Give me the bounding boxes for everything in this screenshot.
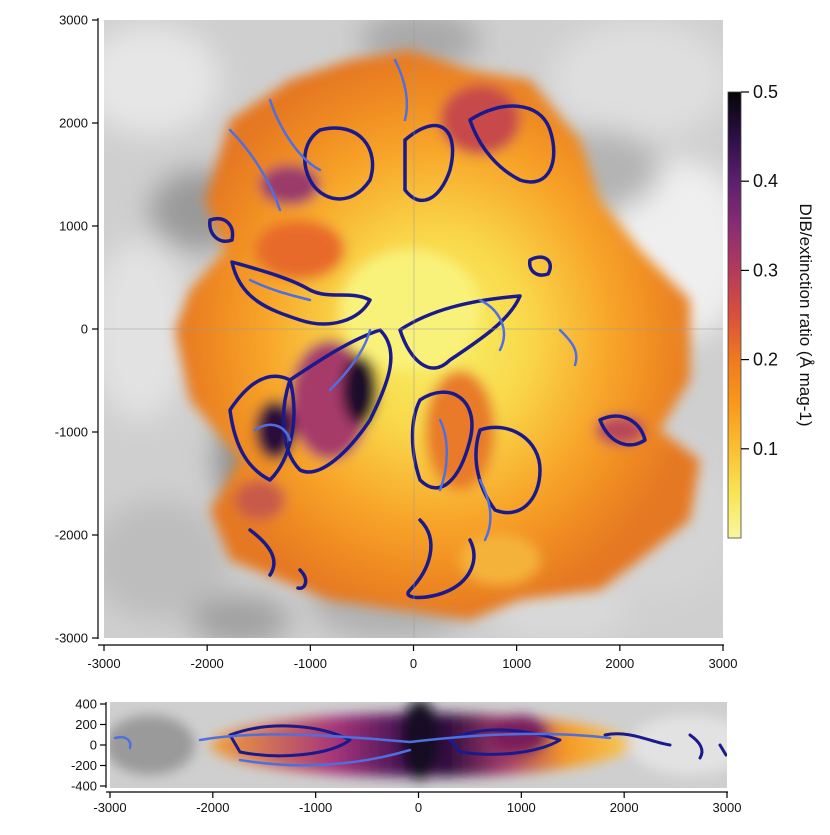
- main-y-tick-label: -1000: [55, 425, 88, 440]
- main-y-tick-label: 3000: [59, 13, 88, 28]
- main-y-tick-label: 1000: [59, 219, 88, 234]
- main-map: [104, 20, 723, 638]
- main-x-tick-label: 2000: [605, 656, 634, 671]
- main-y-tick-label: -3000: [55, 631, 88, 646]
- slice-y-tick-label: 0: [90, 738, 97, 753]
- slice-x-tick-label: 2000: [610, 800, 639, 815]
- colorbar-tick-label: 0.3: [753, 260, 778, 280]
- colorbar-tick-label: 0.2: [753, 350, 778, 370]
- slice-x-tick-label: -1000: [299, 800, 332, 815]
- main-x-ticks: -3000 -2000 -1000 0 1000 2000 3000: [87, 645, 737, 671]
- colorbar-ticks: 0.1 0.2 0.3 0.4 0.5: [741, 82, 778, 459]
- colorbar-label: DIB/extinction ratio (Å mag-1): [796, 204, 815, 427]
- contours: [208, 58, 647, 600]
- slice-x-tick-label: 3000: [713, 800, 742, 815]
- main-x-tick-label: 0: [410, 656, 417, 671]
- main-x-tick-label: 3000: [709, 656, 738, 671]
- main-y-ticks: -3000 -2000 -1000 0 1000 2000 3000: [55, 13, 98, 646]
- slice-x-tick-label: 1000: [507, 800, 536, 815]
- slice-x-ticks: -3000 -2000 -1000 0 1000 2000 3000: [93, 792, 741, 815]
- slice-y-ticks: 400 200 0 -200 -400: [71, 697, 106, 794]
- slice-y-tick-label: -200: [71, 758, 97, 773]
- main-x-tick-label: -3000: [87, 656, 120, 671]
- main-y-tick-label: -2000: [55, 528, 88, 543]
- slice-x-tick-label: -3000: [93, 800, 126, 815]
- main-x-tick-label: -1000: [294, 656, 327, 671]
- colorbar-tick-label: 0.5: [753, 82, 778, 102]
- colorbar-tick-label: 0.1: [753, 439, 778, 459]
- slice-y-tick-label: -400: [71, 779, 97, 794]
- extinction-background: [104, 20, 723, 638]
- main-x-tick-label: -2000: [191, 656, 224, 671]
- slice-x-tick-label: 0: [415, 800, 422, 815]
- main-y-tick-label: 0: [81, 322, 88, 337]
- slice-y-tick-label: 200: [75, 717, 97, 732]
- main-x-tick-label: 1000: [502, 656, 531, 671]
- slice-y-tick-label: 400: [75, 697, 97, 712]
- slice-x-tick-label: -2000: [196, 800, 229, 815]
- slice-map: [110, 702, 727, 788]
- colorbar-tick-label: 0.4: [753, 171, 778, 191]
- main-y-tick-label: 2000: [59, 116, 88, 131]
- colorbar: [727, 91, 742, 539]
